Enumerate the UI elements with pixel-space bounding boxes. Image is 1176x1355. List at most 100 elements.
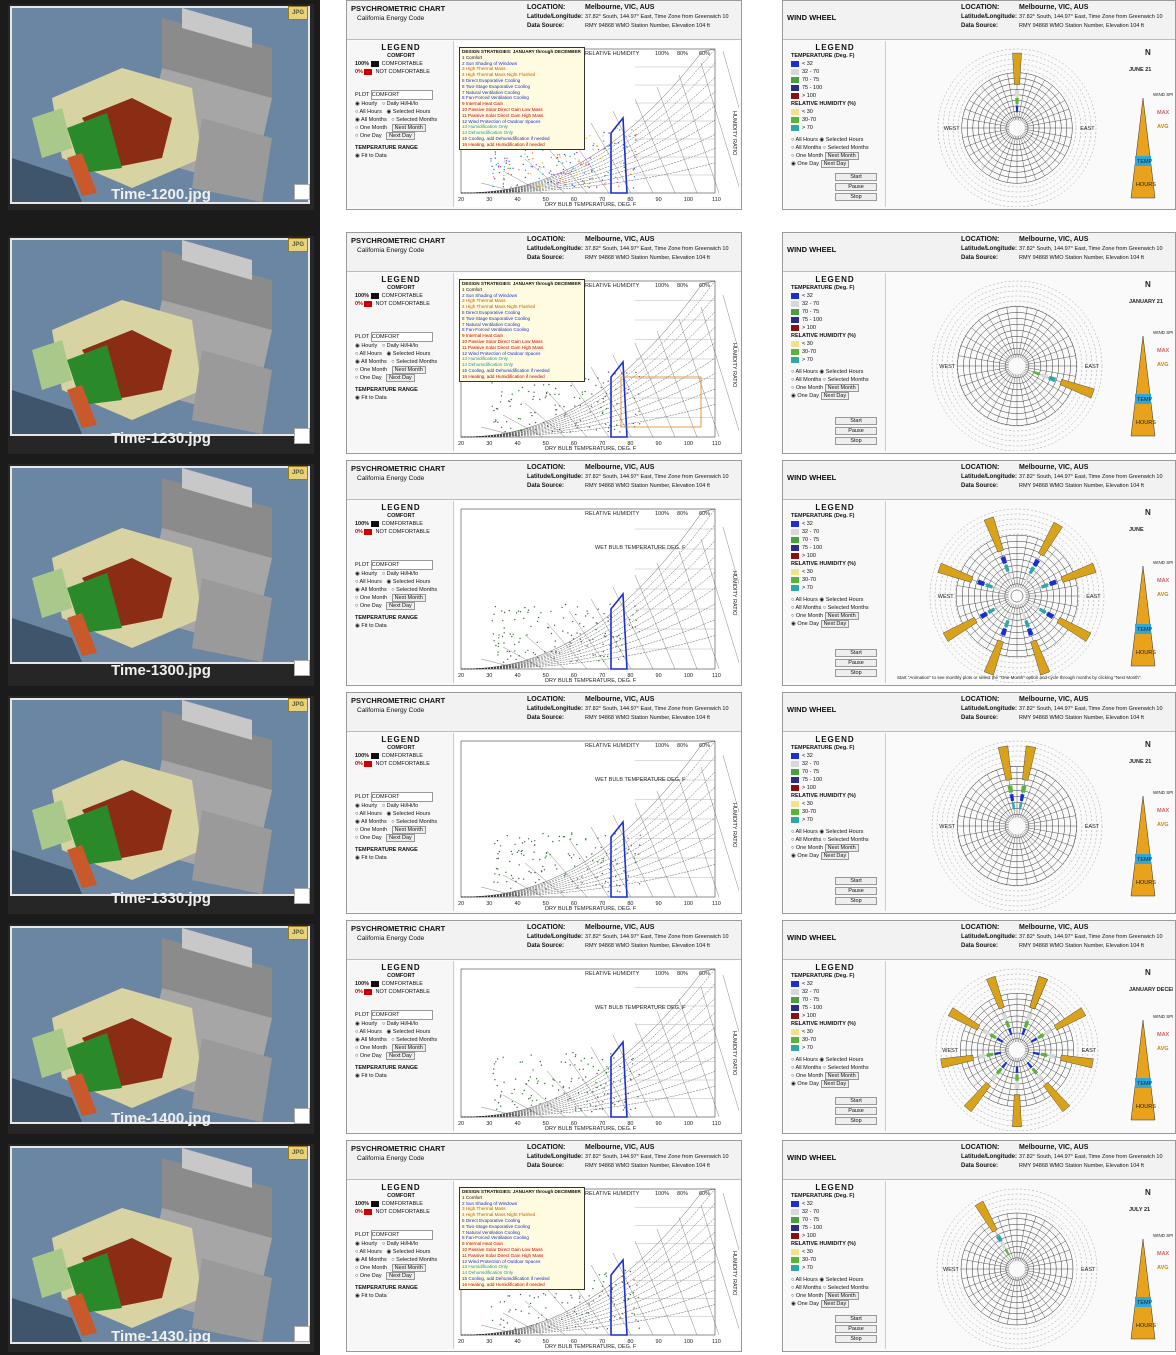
strategy-item[interactable]: 8 Fan-Forced Ventilation Cooling: [462, 327, 529, 333]
one-month-radio[interactable]: ○ One Month Next Month: [785, 844, 885, 852]
start-button[interactable]: Start: [835, 1097, 877, 1105]
one-day-radio[interactable]: ○ One Day Next Day: [349, 834, 453, 842]
strategy-item[interactable]: 4 High Thermal Mass Night Flushed: [462, 72, 536, 78]
one-day-radio[interactable]: ◉ One Day Next Day: [785, 852, 885, 860]
strategy-item[interactable]: 1 Comfort: [462, 1194, 483, 1200]
thumbnail-image[interactable]: JPG Time-1330.jpg: [8, 696, 314, 914]
fit-data-radio[interactable]: ◉ Fit to Data: [355, 623, 387, 629]
strategy-item[interactable]: 10 Passive Solar Direct Gain Low Mass: [462, 338, 543, 344]
strategy-item[interactable]: 13 Humidification Only: [462, 1264, 508, 1270]
one-month-radio[interactable]: ○ One Month Next Month: [785, 152, 885, 160]
one-day-radio[interactable]: ○ One Day Next Day: [349, 602, 453, 610]
months-radio[interactable]: ○ All Months ○ Selected Months: [791, 1065, 869, 1071]
one-day-radio[interactable]: ○ One Day Next Day: [349, 132, 453, 140]
strategy-item[interactable]: 16 Heating, add Humidification if needed: [462, 1281, 545, 1287]
strategy-item[interactable]: 6 Two-Stage Evaporative Cooling: [462, 315, 531, 321]
strategy-item[interactable]: 2 Sun Shading of Windows: [462, 292, 518, 298]
next-day-button[interactable]: Next Day: [820, 1080, 850, 1088]
start-button[interactable]: Start: [835, 877, 877, 885]
hours-radio[interactable]: ○ All Hours ◉ Selected Hours: [791, 597, 864, 603]
thumbnail-image[interactable]: JPG Time-1300.jpg: [8, 464, 314, 686]
pause-button[interactable]: Pause: [835, 183, 877, 191]
start-button[interactable]: Start: [835, 417, 877, 425]
one-month-radio[interactable]: ○ One Month Next Month: [349, 594, 453, 602]
hourly-radio[interactable]: ◉ Hourly ○ Daily Hi/Hi/lo: [355, 343, 419, 349]
pause-button[interactable]: Pause: [835, 427, 877, 435]
stop-button[interactable]: Stop: [835, 1335, 877, 1343]
pause-button[interactable]: Pause: [835, 1107, 877, 1115]
next-day-button[interactable]: Next Day: [820, 852, 850, 860]
next-day-button[interactable]: Next Day: [820, 392, 850, 400]
next-day-button[interactable]: Next Day: [386, 1052, 415, 1060]
hourly-radio[interactable]: ◉ Hourly ○ Daily Hi/Hi/lo: [355, 803, 419, 809]
one-month-radio[interactable]: ○ One Month Next Month: [785, 1072, 885, 1080]
one-day-radio[interactable]: ○ One Day Next Day: [349, 1052, 453, 1060]
strategy-item[interactable]: 10 Passive Solar Direct Gain Low Mass: [462, 1246, 543, 1252]
fit-data-radio[interactable]: ◉ Fit to Data: [355, 1293, 387, 1299]
one-month-radio[interactable]: ○ One Month Next Month: [349, 1264, 453, 1272]
months-radio[interactable]: ◉ All Months ○ Selected Months: [355, 587, 438, 593]
one-month-radio[interactable]: ○ One Month Next Month: [349, 124, 453, 132]
hours-radio[interactable]: ○ All Hours ◉ Selected Hours: [791, 1277, 864, 1283]
strategy-item[interactable]: 12 Wind Protection of Outdoor Spaces: [462, 350, 541, 356]
pause-button[interactable]: Pause: [835, 659, 877, 667]
one-month-radio[interactable]: ○ One Month Next Month: [349, 826, 453, 834]
hourly-radio[interactable]: ◉ Hourly ○ Daily Hi/Hi/lo: [355, 1241, 419, 1247]
strategy-item[interactable]: 16 Heating, add Humidification if needed: [462, 141, 545, 147]
strategy-item[interactable]: 7 Natural Ventilation Cooling: [462, 321, 520, 327]
strategy-item[interactable]: 15 Cooling, add Dehumidification if need…: [462, 367, 550, 373]
one-day-radio[interactable]: ◉ One Day Next Day: [785, 620, 885, 628]
hours-radio[interactable]: ○ All Hours ◉ Selected Hours: [355, 351, 431, 357]
months-radio[interactable]: ◉ All Months ○ Selected Months: [355, 1257, 438, 1263]
months-radio[interactable]: ○ All Months ○ Selected Months: [791, 377, 869, 383]
strategy-item[interactable]: 8 Fan-Forced Ventilation Cooling: [462, 95, 529, 101]
stop-button[interactable]: Stop: [835, 193, 877, 201]
one-month-radio[interactable]: ○ One Month Next Month: [785, 612, 885, 620]
strategy-item[interactable]: 9 Internal Heat Gain: [462, 1241, 504, 1247]
strategy-item[interactable]: 9 Internal Heat Gain: [462, 101, 504, 107]
next-month-button[interactable]: Next Month: [391, 826, 426, 834]
hourly-radio[interactable]: ◉ Hourly ○ Daily Hi/Hi/lo: [355, 101, 419, 107]
strategy-item[interactable]: 1 Comfort: [462, 286, 483, 292]
strategy-item[interactable]: 9 Internal Heat Gain: [462, 333, 504, 339]
hourly-radio[interactable]: ◉ Hourly ○ Daily Hi/Hi/lo: [355, 571, 419, 577]
strategy-item[interactable]: 12 Wind Protection of Outdoor Spaces: [462, 118, 541, 124]
fit-data-radio[interactable]: ◉ Fit to Data: [355, 395, 387, 401]
strategy-item[interactable]: 11 Passive Solar Direct Gain High Mass: [462, 1252, 544, 1258]
months-radio[interactable]: ○ All Months ○ Selected Months: [791, 1285, 869, 1291]
next-month-button[interactable]: Next Month: [391, 594, 426, 602]
one-month-radio[interactable]: ○ One Month Next Month: [349, 1044, 453, 1052]
thumbnail-image[interactable]: JPG Time-1200.jpg: [8, 4, 314, 210]
start-button[interactable]: Start: [835, 1315, 877, 1323]
strategy-item[interactable]: 11 Passive Solar Direct Gain High Mass: [462, 344, 544, 350]
hours-radio[interactable]: ○ All Hours ◉ Selected Hours: [355, 811, 431, 817]
one-day-radio[interactable]: ◉ One Day Next Day: [785, 1300, 885, 1308]
strategy-item[interactable]: 5 Direct Evaporative Cooling: [462, 77, 521, 83]
hours-radio[interactable]: ○ All Hours ◉ Selected Hours: [791, 829, 864, 835]
next-month-button[interactable]: Next Month: [824, 152, 859, 160]
months-radio[interactable]: ○ All Months ○ Selected Months: [791, 605, 869, 611]
one-day-radio[interactable]: ○ One Day Next Day: [349, 1272, 453, 1280]
hours-radio[interactable]: ○ All Hours ◉ Selected Hours: [355, 109, 431, 115]
hours-radio[interactable]: ○ All Hours ◉ Selected Hours: [791, 369, 864, 375]
hours-radio[interactable]: ○ All Hours ◉ Selected Hours: [355, 1029, 431, 1035]
thumbnail-image[interactable]: JPG Time-1430.jpg: [8, 1144, 314, 1352]
fit-data-radio[interactable]: ◉ Fit to Data: [355, 855, 387, 861]
one-day-radio[interactable]: ◉ One Day Next Day: [785, 392, 885, 400]
strategy-item[interactable]: 4 High Thermal Mass Night Flushed: [462, 304, 536, 310]
next-day-button[interactable]: Next Day: [386, 374, 415, 382]
thumbnail-image[interactable]: JPG Time-1230.jpg: [8, 236, 314, 454]
strategy-item[interactable]: 14 Dehumidification Only: [462, 130, 514, 136]
next-day-button[interactable]: Next Day: [386, 1272, 415, 1280]
plot-select[interactable]: COMFORT: [370, 1230, 433, 1240]
pause-button[interactable]: Pause: [835, 887, 877, 895]
strategy-item[interactable]: 14 Dehumidification Only: [462, 362, 514, 368]
one-day-radio[interactable]: ◉ One Day Next Day: [785, 1080, 885, 1088]
strategy-item[interactable]: 3 High Thermal Mass: [462, 1206, 506, 1212]
next-month-button[interactable]: Next Month: [391, 1044, 426, 1052]
next-day-button[interactable]: Next Day: [820, 1300, 850, 1308]
next-month-button[interactable]: Next Month: [824, 1292, 859, 1300]
months-radio[interactable]: ◉ All Months ○ Selected Months: [355, 117, 438, 123]
strategy-item[interactable]: 14 Dehumidification Only: [462, 1270, 514, 1276]
start-button[interactable]: Start: [835, 649, 877, 657]
